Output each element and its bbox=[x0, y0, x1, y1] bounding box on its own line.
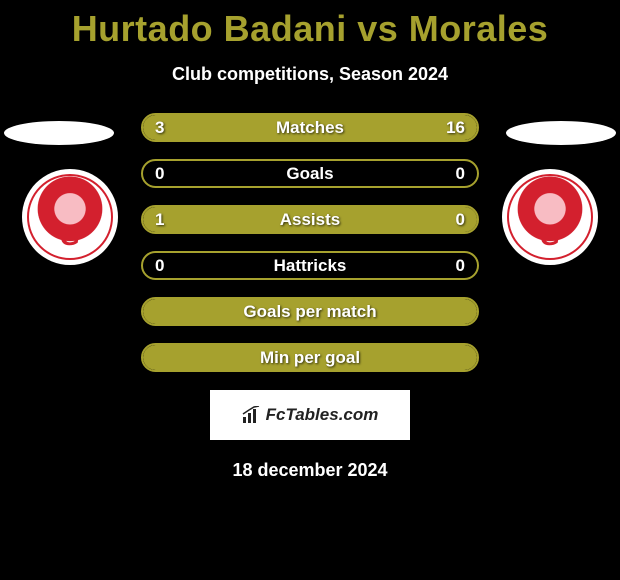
stat-bars: Matches316Goals00Assists10Hattricks00Goa… bbox=[141, 113, 479, 372]
stat-label: Goals bbox=[143, 161, 477, 186]
stat-fill-left bbox=[143, 115, 196, 140]
club-badge-left-inner: G bbox=[27, 174, 113, 260]
club-badge-left: G bbox=[22, 169, 118, 265]
subtitle: Club competitions, Season 2024 bbox=[0, 64, 620, 85]
stat-fill bbox=[143, 299, 477, 324]
stat-row-hattricks: Hattricks0 0 bbox=[141, 251, 479, 280]
comparison-content: G G Matches316Goals00Assists10Hattricks0… bbox=[0, 113, 620, 481]
stat-row-goals: Goals0 0 bbox=[141, 159, 479, 188]
club-badge-right-letter: G bbox=[509, 221, 591, 252]
stat-label: Hattricks bbox=[143, 253, 477, 278]
club-badge-right-inner: G bbox=[507, 174, 593, 260]
club-badge-right: G bbox=[502, 169, 598, 265]
chart-icon bbox=[242, 406, 262, 424]
watermark-text: FcTables.com bbox=[266, 405, 379, 425]
page-title: Hurtado Badani vs Morales bbox=[0, 0, 620, 50]
stat-row-goals-per-match: Goals per match bbox=[141, 297, 479, 326]
stat-value-left: 0 bbox=[155, 161, 164, 186]
stat-row-assists: Assists10 bbox=[141, 205, 479, 234]
date-label: 18 december 2024 bbox=[0, 460, 620, 481]
player-left-silhouette bbox=[4, 121, 114, 145]
club-badge-left-letter: G bbox=[29, 221, 111, 252]
watermark: FcTables.com bbox=[210, 390, 410, 440]
stat-value-right: 0 bbox=[456, 161, 465, 186]
player-right-silhouette bbox=[506, 121, 616, 145]
stat-value-right: 0 bbox=[456, 253, 465, 278]
stat-row-min-per-goal: Min per goal bbox=[141, 343, 479, 372]
stat-row-matches: Matches316 bbox=[141, 113, 479, 142]
stat-fill-left bbox=[143, 207, 477, 232]
stat-fill-right bbox=[196, 115, 477, 140]
stat-value-left: 0 bbox=[155, 253, 164, 278]
stat-fill bbox=[143, 345, 477, 370]
